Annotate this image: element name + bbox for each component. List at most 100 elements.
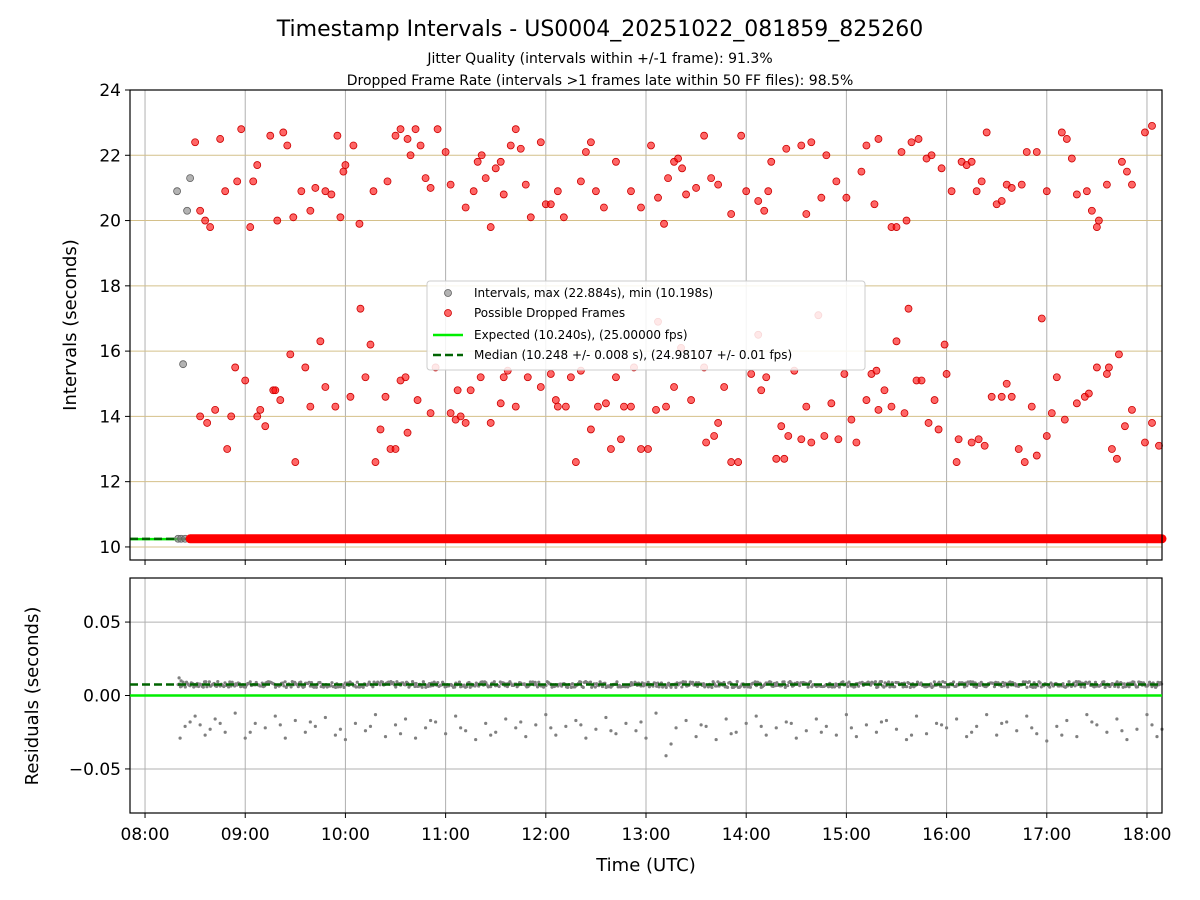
residual-point [223, 730, 227, 734]
dropped-frame-point [670, 383, 678, 391]
intervals-ytick-label: 16 [99, 342, 121, 362]
dropped-frame-point [1148, 122, 1156, 130]
residual-point [879, 720, 884, 724]
residual-point [759, 724, 763, 728]
intervals-ytick-label: 22 [99, 146, 121, 166]
residual-band-point [579, 680, 583, 684]
residual-point [1125, 737, 1129, 742]
dropped-frame-point [1052, 373, 1061, 382]
residual-point [764, 733, 768, 737]
residual-band-point [1001, 680, 1005, 685]
residual-band-point [667, 681, 671, 685]
residual-point [704, 724, 708, 728]
residual-band-point [341, 683, 345, 687]
dropped-frame-point [967, 157, 976, 166]
dropped-frame-point [977, 177, 986, 186]
residual-band-point [1024, 680, 1028, 684]
dropped-frame-point [607, 445, 615, 453]
dropped-frame-point [674, 154, 682, 163]
residual-point [714, 737, 718, 742]
dropped-frame-point [940, 340, 949, 349]
residual-point [198, 723, 202, 727]
dropped-frame-point [612, 373, 620, 382]
x-tick-label: 18:00 [1122, 825, 1171, 845]
dropped-frame-point [546, 200, 555, 209]
residual-point [1115, 717, 1119, 721]
residual-band-point [480, 680, 484, 684]
residual-point [1045, 739, 1049, 743]
residual-band-point [674, 685, 678, 689]
residual-band-point [669, 685, 673, 689]
residual-point [1035, 732, 1039, 736]
residual-point [744, 721, 748, 726]
dropped-frame-point [914, 135, 923, 143]
residual-band-point [354, 685, 358, 689]
residual-point [1000, 721, 1004, 726]
chart-legend: Intervals, max (22.884s), min (10.198s) … [426, 280, 866, 371]
residual-point [955, 717, 959, 721]
dropped-frame-point [196, 206, 205, 215]
dropped-frame-point [714, 419, 723, 427]
dropped-frame-point [802, 402, 811, 411]
legend-dropped-label: Possible Dropped Frames [474, 306, 625, 320]
residual-band-point [1116, 685, 1120, 689]
residual-band-point [282, 684, 286, 688]
residual-point [734, 730, 738, 734]
residual-band-point [1061, 682, 1065, 686]
dropped-frame-point [742, 187, 751, 196]
residual-band-point [837, 685, 841, 689]
residual-band-point [901, 685, 905, 689]
x-tick-label: 11:00 [421, 825, 470, 845]
dropped-frame-point [997, 197, 1006, 205]
residual-point [579, 723, 583, 727]
dropped-frame-point [734, 458, 743, 466]
residual-point [924, 732, 929, 736]
dropped-frame-point [1020, 458, 1029, 466]
dropped-frame-point [892, 223, 901, 231]
dropped-frame-point [553, 187, 562, 196]
residual-point [494, 730, 498, 734]
dropped-frame-point [660, 219, 668, 228]
residual-point [177, 676, 181, 680]
residual-band-point [748, 685, 753, 689]
dropped-frame-point [271, 386, 280, 395]
residual-point [203, 733, 207, 737]
residual-point [283, 736, 287, 740]
dropped-frame-point [974, 435, 983, 444]
dropped-frame-point [710, 432, 719, 440]
dropped-frame-point [216, 135, 225, 143]
dropped-frame-point [1022, 148, 1031, 156]
residual-band-point [453, 685, 457, 689]
residual-point [794, 736, 798, 740]
residual-band-point [1132, 680, 1136, 684]
dropped-frame-point [506, 141, 515, 150]
residual-point [549, 726, 553, 730]
residual-band-point [426, 684, 430, 688]
dropped-frame-point [521, 180, 530, 189]
residual-point [398, 732, 403, 736]
dropped-frame-point [566, 373, 575, 382]
residual-point [484, 721, 488, 726]
dropped-frame-point [1087, 206, 1096, 215]
x-axis-label: Time (UTC) [595, 855, 696, 876]
chart-subtitle-jitter: Jitter Quality (intervals within +/-1 fr… [426, 51, 772, 67]
residual-point [995, 733, 999, 737]
dropped-frame-point [201, 216, 210, 225]
dropped-frame-point [852, 438, 861, 447]
dropped-frame-point [231, 363, 240, 372]
residual-band-point [1087, 680, 1092, 684]
dropped-frame-point [762, 373, 771, 382]
intervals-points [173, 122, 1167, 544]
dropped-frame-point [249, 177, 258, 186]
dropped-frame-point [1057, 128, 1066, 137]
residual-band-point [307, 680, 311, 684]
dropped-frame-point [321, 187, 330, 196]
residual-point [363, 729, 368, 733]
residual-point [243, 736, 247, 740]
residual-point [1085, 712, 1089, 717]
residual-band-point [361, 685, 365, 689]
residual-point [248, 730, 252, 734]
residual-point [674, 726, 678, 730]
dropped-frame-point [426, 184, 435, 192]
residual-band-point [1027, 680, 1031, 684]
